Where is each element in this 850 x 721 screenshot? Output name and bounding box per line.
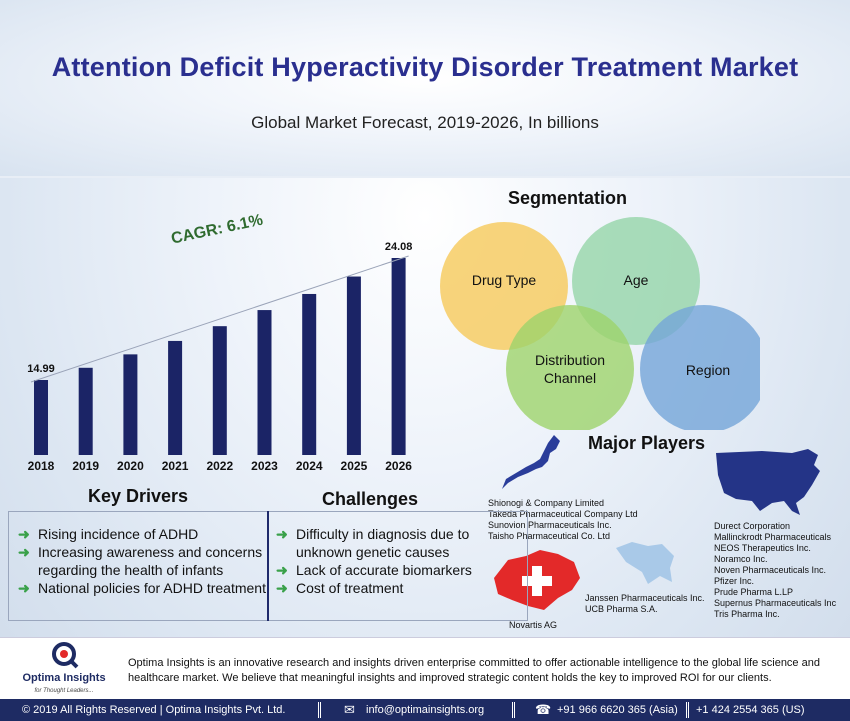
list-item: ➜ Increasing awareness and concerns regar…	[18, 544, 263, 578]
arrow-icon: ➜	[18, 544, 30, 560]
phone-icon: ☎	[535, 702, 552, 717]
x-tick-label: 2023	[251, 459, 278, 473]
chart-bar	[302, 293, 317, 455]
venn-label-channel: Channel	[544, 370, 596, 386]
mail-icon: ✉	[344, 702, 355, 717]
x-tick-label: 2018	[28, 459, 55, 473]
page-subtitle: Global Market Forecast, 2019-2026, In bi…	[251, 113, 599, 132]
list-item: ➜ National policies for ADHD treatment	[18, 580, 266, 596]
svg-text:for Thought Leaders...: for Thought Leaders...	[34, 688, 93, 694]
chart-bar	[168, 340, 183, 455]
segmentation-venn: Drug Type Age Distribution Channel Regio…	[440, 217, 760, 430]
key-drivers-list: ➜ Rising incidence of ADHD ➜ Increasing aw…	[16, 525, 266, 597]
arrow-icon: ➜	[276, 580, 288, 596]
list-item: ➜ Difficulty in diagnosis due to unknown …	[276, 526, 470, 560]
players-group-switzerland: Novartis AG	[509, 620, 558, 630]
segmentation-title: Segmentation	[508, 188, 628, 208]
company-logo: Optima Insights for Thought Leaders...	[22, 642, 106, 694]
switzerland-map-icon	[494, 550, 580, 610]
arrow-icon: ➜	[18, 526, 30, 542]
players-group-usa: Durect Corporation Mallinckrodt Pharmaceu…	[714, 521, 837, 619]
venn-circle-age	[572, 217, 700, 345]
chart-bar	[257, 310, 272, 455]
x-tick-label: 2026	[385, 459, 412, 473]
arrow-icon: ➜	[18, 580, 30, 596]
venn-circle-distribution-channel	[506, 305, 634, 430]
list-item: ➜ Cost of treatment	[276, 580, 404, 596]
chart-bar	[34, 380, 48, 455]
column-divider	[267, 511, 269, 621]
phone-us[interactable]: +1 424 2554 365 (US)	[696, 704, 805, 716]
chart-bar	[346, 276, 361, 455]
phone-asia[interactable]: +91 966 6620 365 (Asia)	[557, 704, 678, 716]
header-band	[0, 0, 850, 178]
chart-bar	[212, 326, 227, 455]
key-drivers-title: Key Drivers	[88, 486, 189, 506]
trend-line	[30, 255, 409, 383]
challenges-list: ➜ Difficulty in diagnosis due to unknown …	[274, 525, 484, 597]
contact-bar: © 2019 All Rights Reserved | Optima Insi…	[0, 699, 850, 721]
bar-chart: 2018 14.99 2019 2020 2021 2022 2023 2024 2025 202…	[27, 212, 413, 473]
x-tick-label: 2021	[162, 459, 189, 473]
chart-bar	[391, 258, 406, 455]
page-title: Attention Deficit Hyperactivity Disorder…	[51, 52, 799, 82]
venn-label-distribution: Distribution	[535, 352, 605, 368]
usa-map-icon	[716, 449, 820, 515]
cagr-annotation: CAGR: 6.1%	[170, 212, 265, 248]
challenges-title: Challenges	[322, 489, 419, 509]
svg-text:Optima Insights: Optima Insights	[22, 672, 105, 684]
separator	[686, 702, 689, 718]
x-tick-label: 2025	[341, 459, 368, 473]
players-group-belgium: Janssen Pharmaceuticals Inc. UCB Pharma S…	[585, 593, 705, 614]
separator	[512, 702, 515, 718]
venn-label-age: Age	[624, 272, 649, 288]
japan-map-icon	[502, 435, 560, 489]
separator	[318, 702, 321, 718]
data-label: 14.99	[27, 363, 55, 375]
list-item: ➜ Rising incidence of ADHD	[18, 526, 199, 542]
venn-label-drug-type: Drug Type	[472, 272, 537, 288]
belgium-map-icon	[616, 542, 674, 584]
chart-bar	[78, 367, 93, 455]
email-link[interactable]: info@optimainsights.org	[366, 704, 485, 716]
x-tick-label: 2019	[72, 459, 99, 473]
footer	[0, 637, 850, 699]
players-group-japan: Shionogi & Company Limited Takeda Pharmac…	[488, 498, 638, 541]
major-players-title: Major Players	[588, 433, 706, 453]
company-description: Optima Insights is an innovative researc…	[128, 657, 820, 684]
list-item: ➜ Lack of accurate biomarkers	[276, 562, 472, 578]
arrow-icon: ➜	[276, 562, 288, 578]
arrow-icon: ➜	[276, 526, 288, 542]
x-tick-label: 2024	[296, 459, 323, 473]
x-tick-label: 2022	[206, 459, 233, 473]
data-label: 24.08	[385, 241, 413, 253]
venn-label-region: Region	[686, 362, 730, 378]
chart-bar	[123, 354, 138, 455]
copyright-text: © 2019 All Rights Reserved | Optima Insi…	[22, 704, 286, 716]
venn-circle-region	[640, 305, 760, 430]
x-tick-label: 2020	[117, 459, 144, 473]
